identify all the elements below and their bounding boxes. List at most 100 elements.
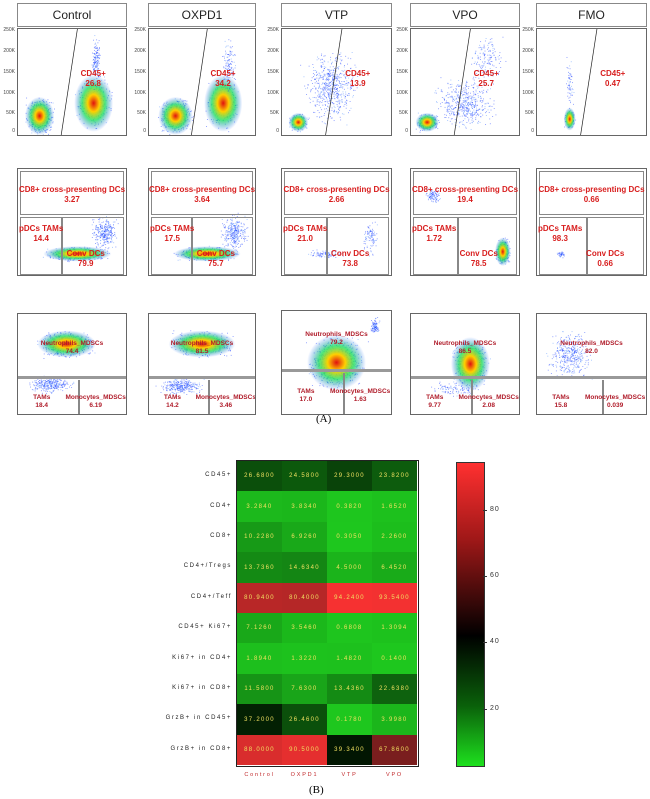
heatmap-cell: 1.3220 [282, 643, 327, 675]
heatmap-cell: 13.4360 [327, 673, 372, 705]
colorbar-tick-mark [483, 708, 487, 710]
y-axis-tick-label: 150K [3, 69, 15, 75]
heatmap-cell: 7.1260 [237, 613, 282, 644]
heatmap-cell: 3.5460 [282, 613, 327, 644]
gate-value: 1.63 [353, 396, 367, 403]
column-label: VPO [385, 772, 403, 778]
cd8-label: CD8+ cross-presenting DCs 19.4 [411, 185, 519, 205]
group-header-fmo: FMO [536, 3, 647, 27]
heatmap-cell: 22.6380 [372, 673, 417, 705]
dc-gate-plot: CD8+ cross-presenting DCs 3.64 pDCs TAMs 17… [148, 168, 256, 276]
heatmap-cell: 3.2840 [237, 491, 282, 523]
dc-gate-plot: CD8+ cross-presenting DCs 3.27 pDCs TAMs 14… [17, 168, 127, 276]
heatmap-cell: 11.5800 [237, 673, 282, 705]
gate-name: CD8+ cross-presenting DCs [149, 185, 256, 194]
conv-label: Conv DCs 79.9 [67, 249, 105, 269]
heatmap-cell: 6.9260 [282, 521, 327, 553]
heatmap-cell: 80.4000 [282, 582, 327, 614]
gate-name: TAMs [297, 388, 315, 395]
tams-label: TAMs 17.0 [297, 388, 314, 404]
heatmap-cell: 93.5400 [372, 582, 417, 614]
conv-label: Conv DCs 75.7 [197, 249, 235, 269]
group-header-vpo: VPO [410, 3, 520, 27]
y-axis-tick-label: 150K [396, 69, 408, 75]
quadrant-h-line [282, 369, 391, 372]
y-axis-tick-label: 250K [396, 27, 408, 33]
gate-name: Conv DCs [459, 249, 498, 258]
monocytes-label: Monocytes_MDSCs 0.039 [585, 394, 645, 410]
y-axis-tick-label: 100K [134, 90, 146, 96]
gate-name: pDCs TAMs [283, 224, 328, 233]
y-axis-tick-label: 250K [3, 27, 15, 33]
gate-value: 0.66 [597, 259, 613, 268]
y-axis-tick-label: 0 [143, 128, 146, 134]
gate-value: 19.4 [457, 195, 473, 204]
conv-label: Conv DCs 0.66 [586, 249, 624, 269]
gate-value: 15.8 [554, 402, 568, 409]
gate-value: 2.08 [482, 402, 495, 409]
cd8-gate [20, 171, 124, 215]
monocytes-label: Monocytes_MDSCs 3.46 [196, 394, 255, 410]
cd8-label: CD8+ cross-presenting DCs 2.66 [282, 185, 391, 205]
group-header-vtp: VTP [281, 3, 392, 27]
conv-gate [327, 217, 389, 275]
quadrant-v-line [343, 373, 346, 414]
gate-name: Monocytes_MDSCs [329, 388, 391, 395]
y-axis-tick-label: 0 [276, 128, 279, 134]
gate-value: 14.4 [33, 234, 49, 243]
y-axis-tick-label: 0 [12, 128, 15, 134]
gate-value: 78.5 [470, 259, 487, 268]
panel-label-a: (A) [316, 413, 332, 425]
heatmap-cell: 1.4820 [327, 643, 372, 675]
gate-value: 0.47 [604, 79, 621, 88]
gate-name: Conv DCs [66, 249, 105, 258]
monocytes-label: Monocytes_MDSCs 1.63 [330, 388, 390, 404]
mdsc-gate-plot: Neutrophils_MDSCs 82.0 TAMs 15.8 Monocytes_M… [536, 313, 647, 415]
gate-value: 18.4 [35, 402, 49, 409]
heatmap-cell: 7.6300 [282, 673, 327, 705]
gate-value: 6.19 [89, 402, 102, 409]
y-axis-tick-label: 150K [267, 69, 279, 75]
y-axis-tick-label: 0 [531, 128, 534, 134]
column-label: OXPD1 [290, 772, 319, 778]
tams-label: TAMs 14.2 [164, 394, 181, 410]
conv-gate [458, 217, 517, 275]
dc-gate-plot: CD8+ cross-presenting DCs 2.66 pDCs TAMs 21… [281, 168, 392, 276]
colorbar-tick-label: 80 [490, 506, 500, 514]
conv-gate [192, 217, 253, 275]
gate-name: pDCs TAMs [412, 224, 457, 233]
conv-label: Conv DCs 78.5 [460, 249, 498, 269]
row-label: CD4+/Teff [190, 593, 232, 600]
gate-value: 74.4 [65, 348, 79, 355]
neutrophils-label: Neutrophils_MDSCs 86.5 [411, 340, 519, 356]
neutrophils-label: Neutrophils_MDSCs 82.0 [537, 340, 646, 356]
heatmap-cell: 0.1400 [372, 643, 417, 675]
heatmap-cell: 6.4520 [372, 552, 417, 584]
y-axis-tick-label: 200K [522, 48, 534, 54]
mdsc-gate-plot: Neutrophils_MDSCs 74.4 TAMs 18.4 Monocytes_M… [17, 313, 127, 415]
heatmap-cell: 10.2280 [237, 521, 282, 553]
gate-name: Conv DCs [586, 249, 625, 258]
gate-value: 0.66 [583, 195, 600, 204]
gate-value: 13.9 [349, 79, 366, 88]
gate-value: 0.039 [606, 402, 624, 409]
gate-value: 25.7 [478, 79, 494, 88]
mdsc-gate-plot: Neutrophils_MDSCs 81.5 TAMs 14.2 Monocytes_M… [148, 313, 256, 415]
gate-value: 82.0 [585, 348, 598, 355]
row-label: Ki67+ in CD4+ [172, 654, 232, 661]
quadrant-h-line [411, 376, 519, 379]
y-axis-tick-label: 50K [137, 110, 146, 116]
gate-value: 2.66 [328, 195, 345, 204]
y-axis-tick-label: 150K [522, 69, 534, 75]
gate-name: CD8+ cross-presenting DCs [538, 185, 645, 194]
monocytes-label: Monocytes_MDSCs 2.08 [459, 394, 519, 410]
cd45-gate-plot: CD45+ 34.2 [148, 28, 256, 136]
quadrant-v-line [78, 380, 81, 414]
heatmap-cell: 2.2600 [372, 521, 417, 553]
dc-gate-plot: CD8+ cross-presenting DCs 19.4 pDCs TAMs 1.… [410, 168, 520, 276]
pdc-label: pDCs TAMs 14.4 [19, 224, 63, 244]
gate-name: Neutrophils_MDSCs [305, 331, 368, 338]
gate-name: TAMs [552, 394, 570, 401]
pdc-gate [284, 217, 328, 275]
gate-value: 3.27 [64, 195, 80, 204]
